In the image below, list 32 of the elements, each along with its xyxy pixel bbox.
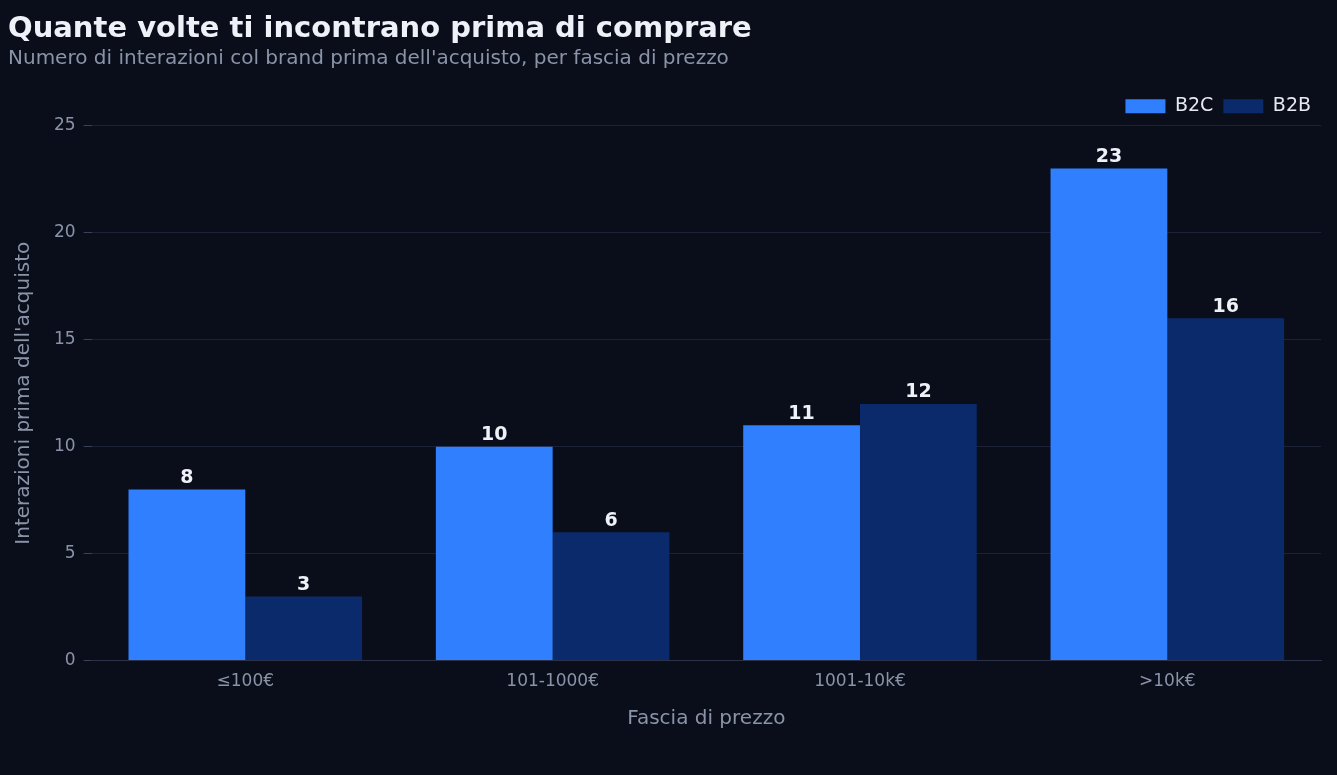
x-tick-label: ≤100€ <box>216 670 275 691</box>
bar <box>245 596 363 661</box>
chart-title: Quante volte ti incontrano prima di comprare <box>8 9 752 44</box>
y-axis-title: Interazioni prima dell'acquisto <box>10 241 35 545</box>
data-label: 23 <box>1095 144 1123 167</box>
data-label: 6 <box>604 507 618 530</box>
data-label: 11 <box>788 400 815 423</box>
y-tick-label: 15 <box>53 328 76 349</box>
x-axis-title: Fascia di prezzo <box>627 705 786 730</box>
bar <box>1050 168 1168 661</box>
y-tick-label: 0 <box>64 649 76 670</box>
data-label: 10 <box>481 422 508 445</box>
chart-subtitle: Numero di interazioni col brand prima dell'acquisto, per fascia di prezzo <box>8 45 729 69</box>
data-label: 12 <box>905 379 932 402</box>
bar <box>552 532 670 661</box>
bar <box>743 425 860 661</box>
x-tick-label: 101-1000€ <box>506 670 599 691</box>
legend-label: B2C <box>1174 93 1214 116</box>
bar <box>1167 318 1285 661</box>
bar <box>859 403 977 661</box>
y-tick-label: 5 <box>64 542 76 563</box>
data-label: 8 <box>180 464 194 487</box>
y-tick-label: 10 <box>53 435 76 456</box>
x-tick-label: 1001-10k€ <box>814 670 906 691</box>
y-tick-label: 25 <box>53 114 76 135</box>
y-tick-label: 20 <box>53 221 76 242</box>
bar <box>128 489 246 661</box>
legend-label: B2B <box>1272 93 1312 116</box>
bar <box>435 446 553 661</box>
data-label: 3 <box>297 571 311 594</box>
data-label: 16 <box>1212 293 1239 316</box>
x-tick-label: >10k€ <box>1139 670 1196 691</box>
